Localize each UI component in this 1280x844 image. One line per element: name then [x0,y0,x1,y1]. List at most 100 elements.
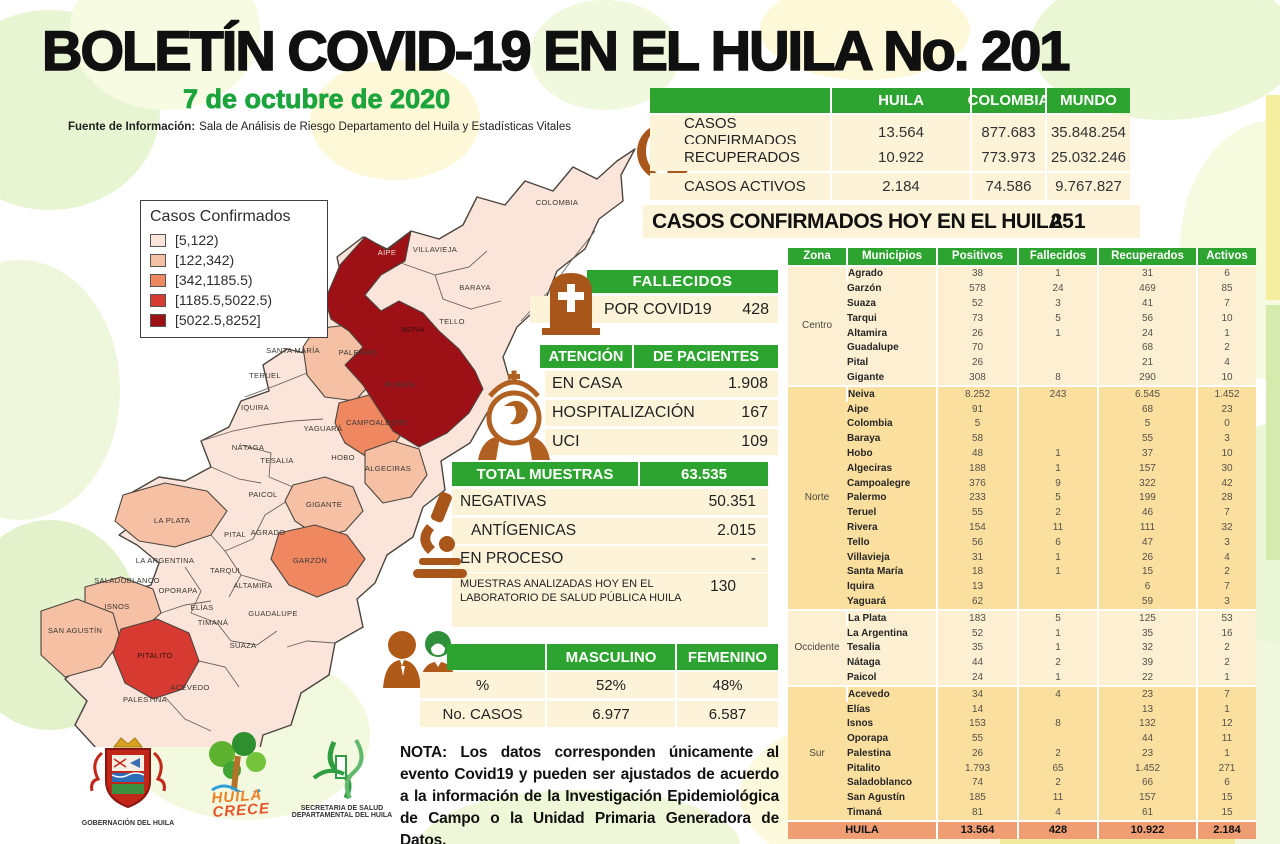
municipality-value: 52 [936,626,1018,641]
zone-name-cell: Occidente [788,609,847,687]
municipality-row: Garzón 578 24 469 85 [788,281,1256,297]
municipality-value: 16 [1196,626,1256,641]
gender-row: No. CASOS 6.977 6.587 [420,701,778,727]
summary-row: CASOS ACTIVOS 2.184 74.586 9.767.827 [650,173,1130,200]
salud-caption-line2: DEPARTAMENTAL DEL HUILA [291,812,393,819]
municipality-value: 111 [1097,520,1197,536]
municipality-value: 47 [1097,535,1197,551]
municipality-value: 6 [1097,579,1197,595]
summary-value: 10.922 [830,144,970,171]
municipality-value: 5 [936,416,1018,432]
municipality-name: Altamira [847,326,937,341]
municipality-value: 24 [1097,326,1197,341]
municipality-value: 34 [936,685,1018,703]
today-label: CASOS CONFIRMADOS HOY EN EL HUILA [652,209,1063,233]
huila-crece-tree-logo [209,732,266,792]
legend-swatch [150,313,166,327]
gender-row: % 52% 48% [420,672,778,698]
atencion-row-label: HOSPITALIZACIÓN [552,404,695,421]
gender-row-label: % [420,672,545,698]
atencion-row: HOSPITALIZACIÓN 167 [545,400,778,426]
municipality-value: 62 [936,594,1018,611]
municipality-value: 6 [1196,265,1256,282]
municipality-value: 8.252 [936,385,1018,403]
zone-name-cell: Norte [788,385,847,611]
municipality-row: Altamira 26 1 24 1 [788,326,1256,341]
muestras-row: MUESTRAS ANALIZADAS HOY EN EL LABORATORI… [452,573,768,627]
summary-row-label: CASOS ACTIVOS [650,173,830,200]
summary-column-header: COLOMBIA [968,88,1049,113]
municipality-value: 1 [1017,564,1098,580]
municipality-label-campoalegre: CAMPOALEGRE [346,418,408,427]
gender-row-value: 6.977 [545,701,675,727]
note-text: NOTA: Los datos corresponden únicamente … [400,744,779,844]
municipality-name: Villavieja [847,550,937,565]
municipality-label-la-argentina: LA ARGENTINA [136,556,195,565]
municipality-value: 7 [1196,579,1256,595]
legend-range: [5,122) [175,232,219,248]
municipality-column-header: Fallecidos [1017,248,1098,266]
municipality-row: Suaza 52 3 41 7 [788,296,1256,312]
municipality-value: 6 [1196,776,1256,791]
atencion-header-right: DE PACIENTES [632,345,778,368]
municipality-name: Pital [847,355,937,371]
municipality-value: 8 [1017,716,1098,732]
municipality-value: 39 [1097,655,1197,671]
municipality-value [1017,594,1098,611]
municipality-label-tello: TELLO [439,317,465,326]
muestras-header-label: TOTAL MUESTRAS [476,465,614,483]
municipality-border [268,476,294,488]
municipality-label-agrado: AGRADO [251,528,286,537]
municipality-label-teruel: TERUEL [249,371,281,380]
municipality-value: 15 [1196,790,1256,806]
zone-name-cell: Sur [788,685,847,822]
municipality-value: 44 [936,655,1018,671]
municipality-name: San Agustín [847,790,937,806]
municipality-value: 46 [1097,505,1197,521]
municipality-region-san-agustín [40,598,122,678]
municipality-name: Pitalito [847,761,937,777]
legend-items: [5,122) [122,342) [342,1185.5) [1185.5,5022… [150,232,318,328]
municipality-value: 5 [1097,416,1197,432]
municipality-value: 2 [1196,564,1256,580]
municipality-value: 13 [936,579,1018,595]
municipality-value: 56 [936,535,1018,551]
municipality-label-la-plata: LA PLATA [154,516,191,525]
gender-header: MASCULINO FEMENINO [447,644,778,670]
municipality-row: Teruel 55 2 46 7 [788,505,1256,521]
municipality-name: Elías [847,702,937,717]
municipality-value: 26 [936,355,1018,371]
municipality-value: 2 [1017,655,1098,671]
gobernacion-caption: GOBERNACIÓN DEL HUILA [81,820,175,827]
bottom-strip-yellow [1000,836,1235,844]
fallecidos-header: FALLECIDOS [587,270,778,293]
municipality-value: 1 [1017,446,1098,462]
municipality-name: Algeciras [847,461,937,477]
municipality-value: 52 [936,296,1018,312]
summary-column-header: HUILA [830,88,970,113]
municipality-row: Villavieja 31 1 26 4 [788,550,1256,565]
summary-table: HUILA COLOMBIA MUNDO CASOS CONFIRMADOS 13.56… [650,88,1130,202]
municipality-value [1017,402,1098,417]
today-confirmed-band: CASOS CONFIRMADOS HOY EN EL HUILA 251 [643,205,1140,238]
summary-column-header: MUNDO [1045,88,1130,113]
edge-strip-green [1266,305,1280,560]
municipality-border [240,574,270,584]
municipality-name: Tello [847,535,937,551]
municipality-value: 26 [936,746,1018,762]
municipality-row: Yaguará 62 59 3 [788,594,1256,611]
municipality-value: 1 [1196,702,1256,717]
municipality-label-altamira: ALTAMIRA [233,581,273,590]
municipality-value: 28 [1196,490,1256,506]
salud-caption-line1: SECRETARIA DE SALUD [300,805,384,812]
summary-value: 877.683 [970,115,1045,149]
atencion-header: ATENCIÓN DE PACIENTES [540,345,778,368]
municipality-name: La Argentina [847,626,937,641]
muestras-row: NEGATIVAS 50.351 [452,489,768,515]
municipality-border [210,466,262,484]
legend-item: [5,122) [150,232,318,248]
atencion-row: EN CASA 1.908 [545,371,778,397]
municipality-value: 157 [1097,790,1197,806]
municipality-label-san-agustín: SAN AGUSTÍN [48,626,102,635]
municipality-row: Aipe 91 68 23 [788,402,1256,417]
